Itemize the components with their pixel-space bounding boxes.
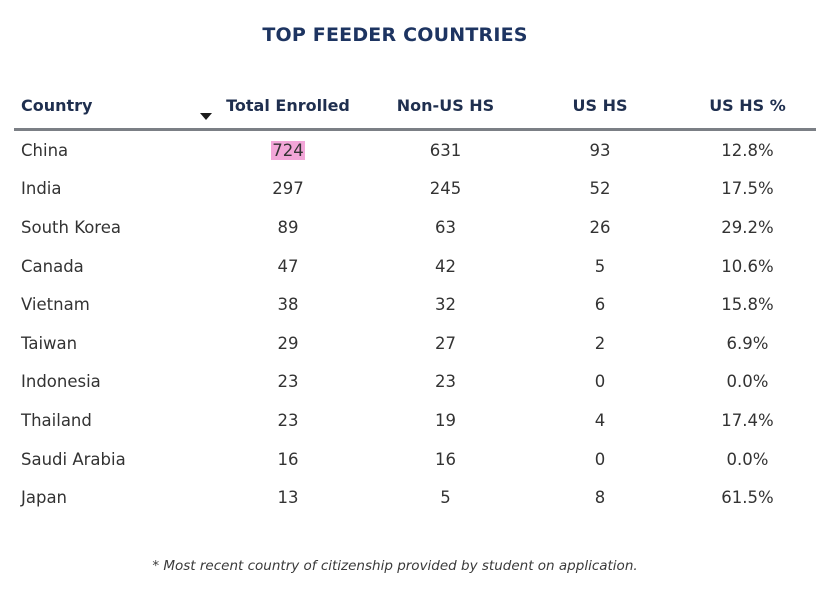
table-row: Saudi Arabia 16 16 0 0.0%: [14, 440, 816, 479]
cell-us-hs-pct: 17.4%: [721, 410, 774, 430]
cell-us-hs-pct: 61.5%: [721, 488, 774, 508]
cell-non-us-hs: 32: [435, 295, 456, 315]
table-row: Taiwan 29 27 2 6.9%: [14, 324, 816, 363]
cell-country: Indonesia: [21, 372, 101, 392]
cell-total-enrolled: 13: [277, 488, 299, 508]
page-title: TOP FEEDER COUNTRIES: [262, 24, 528, 46]
cell-total-enrolled: 23: [277, 372, 299, 392]
cell-total-enrolled: 47: [277, 256, 299, 276]
cell-country: Canada: [21, 256, 84, 276]
cell-us-hs: 93: [589, 140, 611, 160]
cell-total-enrolled: 29: [277, 333, 299, 353]
feeder-countries-table: Country Total Enrolled Non-US HS US HS U…: [14, 82, 816, 517]
cell-non-us-hs: 5: [440, 488, 451, 508]
cell-country: Taiwan: [21, 333, 78, 353]
cell-non-us-hs: 27: [435, 333, 456, 353]
table-row: South Korea 89 63 26 29.2%: [14, 208, 816, 247]
column-header-total-enrolled[interactable]: Total Enrolled: [206, 82, 370, 131]
cell-us-hs: 8: [594, 488, 606, 508]
cell-us-hs: 0: [594, 372, 606, 392]
cell-us-hs: 52: [589, 179, 611, 199]
column-header-us-hs[interactable]: US HS: [521, 82, 679, 131]
cell-us-hs: 0: [594, 449, 606, 469]
cell-us-hs: 4: [594, 410, 606, 430]
highlighted-value: 724: [271, 140, 305, 160]
cell-country: South Korea: [21, 217, 121, 237]
cell-us-hs: 6: [594, 295, 606, 315]
cell-us-hs-pct: 29.2%: [721, 217, 774, 237]
cell-us-hs-pct: 15.8%: [721, 295, 774, 315]
cell-us-hs-pct: 6.9%: [726, 333, 769, 353]
cell-total-enrolled: 38: [277, 295, 299, 315]
footnote: * Most recent country of citizenship pro…: [152, 558, 638, 574]
cell-total-enrolled: 89: [277, 217, 299, 237]
cell-country: Thailand: [21, 410, 92, 430]
cell-non-us-hs: 23: [435, 372, 456, 392]
cell-non-us-hs: 16: [435, 449, 456, 469]
cell-us-hs-pct: 10.6%: [721, 256, 774, 276]
cell-country: Japan: [21, 488, 68, 508]
table-row: Japan 13 5 8 61.5%: [14, 478, 816, 517]
table-row: Canada 47 42 5 10.6%: [14, 247, 816, 286]
table-row: Thailand 23 19 4 17.4%: [14, 401, 816, 440]
column-header-us-hs-pct[interactable]: US HS %: [679, 82, 816, 131]
table-header-row: Country Total Enrolled Non-US HS US HS U…: [14, 82, 816, 131]
cell-non-us-hs: 245: [429, 179, 462, 199]
table-row: India 297 245 52 17.5%: [14, 170, 816, 209]
cell-country: India: [21, 179, 62, 199]
cell-country: China: [21, 140, 69, 160]
cell-us-hs: 2: [594, 333, 606, 353]
cell-non-us-hs: 631: [429, 140, 462, 160]
cell-us-hs-pct: 12.8%: [721, 140, 774, 160]
cell-total-enrolled: 724: [206, 130, 370, 170]
cell-us-hs: 26: [589, 217, 611, 237]
column-header-country[interactable]: Country: [14, 82, 206, 131]
cell-total-enrolled: 297: [272, 179, 304, 199]
cell-us-hs: 5: [594, 256, 606, 276]
table-row: China 724 631 93 12.8%: [14, 130, 816, 170]
cell-total-enrolled: 23: [277, 410, 299, 430]
table-row: Indonesia 23 23 0 0.0%: [14, 363, 816, 402]
cell-us-hs-pct: 17.5%: [721, 179, 774, 199]
cell-total-enrolled: 16: [277, 449, 299, 469]
cell-non-us-hs: 42: [435, 256, 456, 276]
table-row: Vietnam 38 32 6 15.8%: [14, 285, 816, 324]
cell-non-us-hs: 19: [435, 410, 456, 430]
column-header-non-us-hs[interactable]: Non-US HS: [370, 82, 521, 131]
cell-us-hs-pct: 0.0%: [726, 372, 769, 392]
cell-us-hs-pct: 0.0%: [726, 449, 769, 469]
cell-country: Vietnam: [21, 295, 90, 315]
cell-non-us-hs: 63: [435, 217, 456, 237]
cell-country: Saudi Arabia: [21, 449, 126, 469]
